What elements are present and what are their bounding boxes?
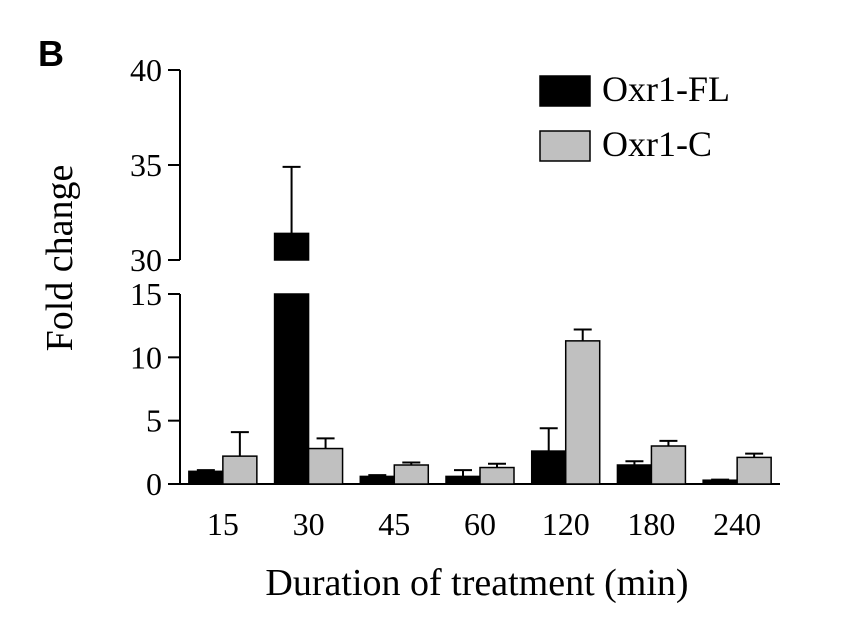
- y-tick-label: 5: [146, 403, 162, 439]
- y-tick-label: 10: [130, 339, 162, 375]
- y-tick-label: 30: [130, 242, 162, 278]
- x-tick-label: 120: [542, 506, 590, 542]
- x-tick-label: 30: [293, 506, 325, 542]
- bar: [479, 466, 515, 485]
- x-tick-label: 60: [464, 506, 496, 542]
- y-axis-label: Fold change: [39, 165, 81, 352]
- bar: [359, 475, 396, 485]
- bar: [445, 475, 481, 485]
- error-bars: [196, 165, 764, 481]
- legend-label: Oxr1-C: [602, 124, 712, 164]
- bar: [307, 447, 344, 485]
- x-tick-label: 15: [207, 506, 239, 542]
- bar: [530, 450, 567, 485]
- bar: [273, 232, 310, 261]
- legend-label: Oxr1-FL: [602, 69, 730, 109]
- bars: [188, 232, 772, 485]
- bar: [222, 455, 258, 485]
- bar: [564, 340, 601, 485]
- legend-swatch: [539, 75, 591, 107]
- bar: [702, 479, 738, 485]
- legend: Oxr1-FL Oxr1-C: [539, 69, 730, 164]
- bar: [650, 445, 687, 485]
- bar: [188, 470, 224, 485]
- y-tick-label: 35: [130, 147, 162, 183]
- panel-label: B: [38, 33, 64, 74]
- bar: [393, 464, 430, 485]
- x-tick-label: 240: [713, 506, 761, 542]
- x-tick-label: 180: [627, 506, 675, 542]
- legend-swatch: [539, 130, 591, 162]
- y-tick-label: 15: [130, 276, 162, 312]
- y-tick-label: 40: [130, 52, 162, 88]
- bar: [616, 464, 653, 485]
- bar: [273, 293, 310, 485]
- x-tick-label: 45: [378, 506, 410, 542]
- y-tick-label: 0: [146, 466, 162, 502]
- bar: [736, 456, 772, 485]
- x-axis-label: Duration of treatment (min): [265, 562, 688, 604]
